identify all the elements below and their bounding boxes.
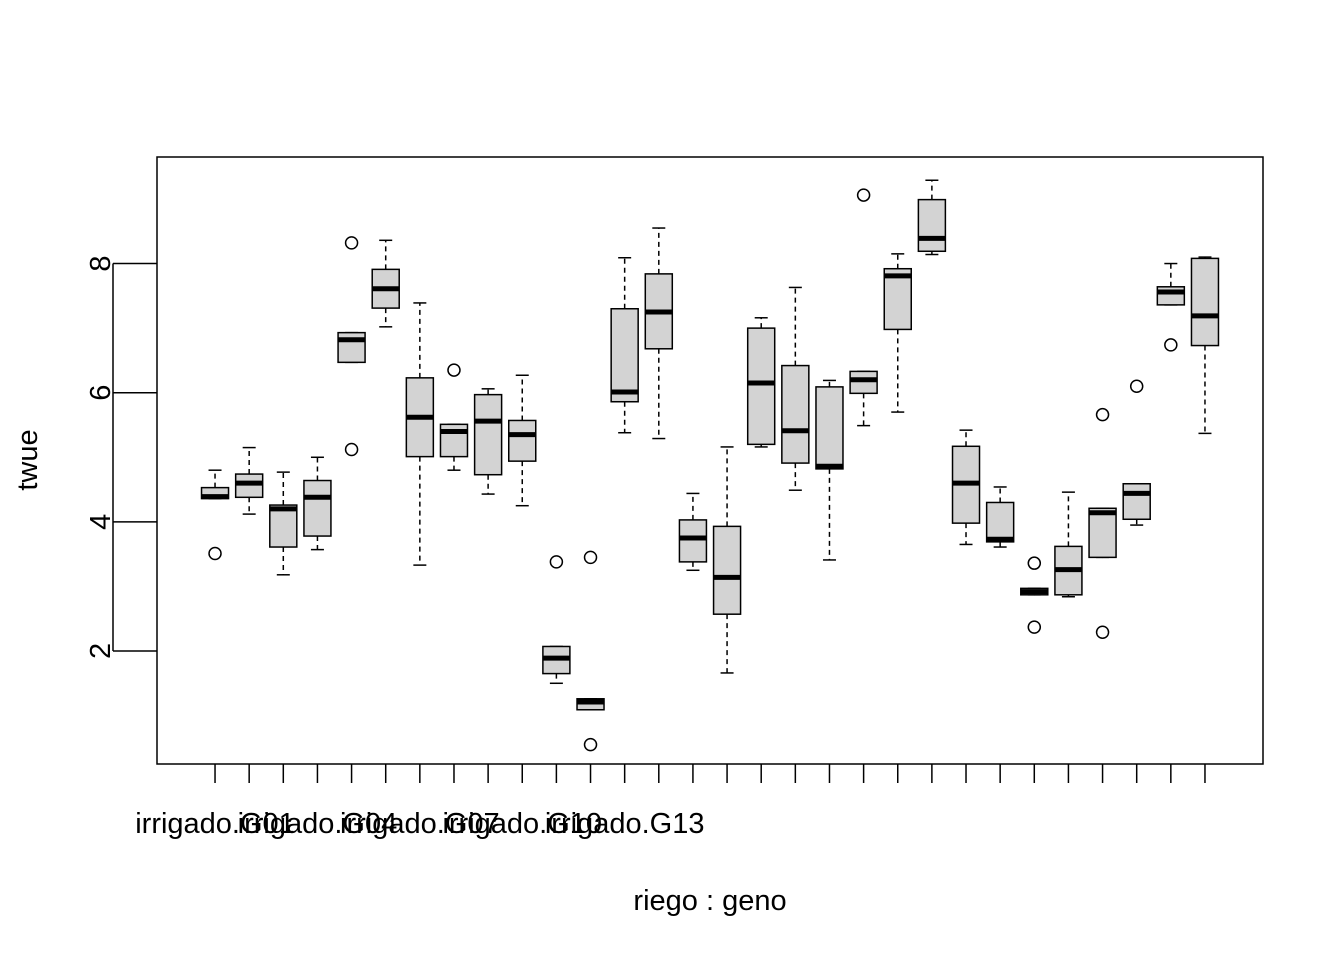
outlier-point xyxy=(1129,379,1144,393)
iqr-box xyxy=(917,198,947,253)
iqr-box xyxy=(781,364,810,464)
box-group-5 xyxy=(337,236,366,457)
iqr-box xyxy=(303,479,332,537)
outlier-point xyxy=(1095,625,1110,640)
box-group-17 xyxy=(746,317,776,448)
box-group-20 xyxy=(849,188,878,427)
iqr-box xyxy=(508,419,537,462)
box-group-13 xyxy=(610,256,639,434)
x-tick-label: irrigado.G07 xyxy=(340,808,500,840)
box-group-8 xyxy=(439,363,469,471)
box-group-6 xyxy=(371,239,400,328)
box-group-10 xyxy=(508,374,537,507)
y-tick-label: 2 xyxy=(85,643,117,659)
outlier-point xyxy=(344,236,359,250)
x-axis: irrigado.G01irrigado.G04irrigado.G07irri… xyxy=(135,764,1206,840)
iqr-box xyxy=(234,473,264,499)
outlier-point xyxy=(1164,338,1178,352)
x-tick-label: irrigado.G01 xyxy=(135,808,295,840)
box-group-27 xyxy=(1088,407,1117,640)
boxes-layer xyxy=(200,179,1220,752)
y-axis: 2 4 6 8 xyxy=(85,255,157,659)
box-group-29 xyxy=(1156,262,1186,352)
iqr-box xyxy=(746,327,776,446)
box-group-23 xyxy=(951,429,981,546)
box-group-1 xyxy=(200,469,230,561)
iqr-box xyxy=(337,331,366,364)
outlier-point xyxy=(447,363,461,377)
outlier-point xyxy=(1027,556,1042,570)
x-tick-label: irrigado.G10 xyxy=(442,808,602,840)
box-group-2 xyxy=(234,446,264,515)
iqr-box xyxy=(1122,482,1151,521)
outlier-point xyxy=(344,442,359,457)
iqr-box xyxy=(883,267,912,331)
box-group-21 xyxy=(883,253,912,413)
plot-frame xyxy=(156,156,1264,765)
box-group-12 xyxy=(576,550,605,752)
iqr-box xyxy=(1088,507,1117,559)
iqr-box xyxy=(849,370,878,395)
outlier-point xyxy=(583,737,598,752)
box-group-9 xyxy=(473,388,503,495)
outlier-point xyxy=(856,188,871,202)
box-group-11 xyxy=(542,555,571,685)
iqr-box xyxy=(712,525,742,615)
iqr-box xyxy=(815,386,844,470)
y-axis-label: twue xyxy=(12,429,44,490)
box-group-22 xyxy=(917,179,947,256)
y-tick-label: 4 xyxy=(85,514,117,530)
x-tick-label: irrigado.G04 xyxy=(238,808,398,840)
box-group-18 xyxy=(781,286,810,491)
y-tick-label: 8 xyxy=(85,255,117,271)
box-group-26 xyxy=(1054,491,1083,598)
outlier-point xyxy=(549,555,564,569)
x-axis-label: riego : geno xyxy=(633,885,786,917)
box-group-16 xyxy=(712,446,742,674)
iqr-box xyxy=(473,393,503,476)
box-group-24 xyxy=(985,486,1015,548)
box-group-25 xyxy=(1020,556,1049,634)
y-tick-label: 6 xyxy=(85,385,117,401)
outlier-point xyxy=(1027,620,1042,634)
iqr-box xyxy=(610,308,639,403)
iqr-box xyxy=(678,519,708,563)
outlier-point xyxy=(1095,407,1110,422)
box-group-14 xyxy=(644,227,674,440)
x-tick-label: irrigado.G13 xyxy=(545,808,705,840)
box-group-19 xyxy=(815,379,844,561)
outlier-point xyxy=(583,550,598,565)
iqr-box xyxy=(269,504,298,548)
box-group-3 xyxy=(269,471,298,576)
outlier-point xyxy=(208,546,222,561)
box-group-7 xyxy=(405,302,435,566)
box-group-15 xyxy=(678,492,708,572)
iqr-box xyxy=(1190,257,1220,347)
box-group-28 xyxy=(1122,379,1151,526)
box-group-4 xyxy=(303,456,332,551)
box-group-30 xyxy=(1190,256,1220,435)
iqr-box xyxy=(985,501,1015,543)
